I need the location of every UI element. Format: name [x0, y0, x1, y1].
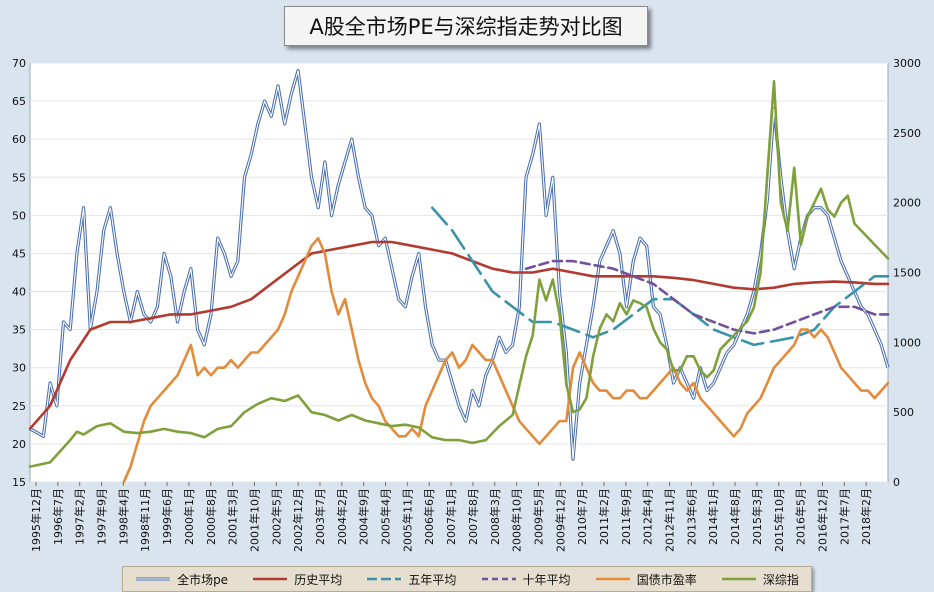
series-line [524, 259, 890, 335]
series-line [430, 206, 890, 347]
x-tick-label: 2003年7月 [313, 488, 327, 545]
x-tick-label: 2005年4月 [379, 488, 393, 545]
y-axis-left: 15 20 25 30 35 40 45 50 55 60 65 70 [12, 57, 26, 489]
x-tick-label: 2014年1月 [706, 488, 720, 545]
y-tick-label: 40 [12, 286, 26, 299]
series-line [28, 79, 890, 468]
x-tick-label: 2015年10月 [772, 488, 786, 552]
y2-tick-label: 0 [893, 476, 900, 489]
x-tick-label: 2002年5月 [269, 488, 283, 545]
legend-item: 深综指 [721, 571, 799, 588]
x-tick-label: 2010年7月 [575, 488, 589, 545]
legend-swatch [367, 577, 402, 581]
x-tick-label: 2016年12月 [815, 488, 829, 552]
y-axis-right: 0 500 1000 1500 2000 2500 3000 [893, 57, 921, 489]
x-tick-label: 1995年12月 [29, 488, 43, 552]
legend-label: 国债市盈率 [636, 572, 697, 587]
x-tick-label: 1998年4月 [116, 488, 130, 545]
x-tick-label: 1997年2月 [73, 488, 87, 545]
legend-label: 历史平均 [294, 572, 343, 587]
y-tick-label: 20 [12, 438, 26, 451]
x-tick-label: 2006年6月 [422, 488, 436, 545]
legend-item: 十年平均 [481, 571, 571, 588]
chart-legend: 全市场pe 历史平均 五年平均 十年平均 国债市盈率 深综指 [122, 566, 812, 592]
x-tick-label: 2017年7月 [837, 488, 851, 545]
y-tick-label: 65 [12, 95, 26, 108]
series-0 [29, 69, 890, 461]
y-tick-label: 50 [12, 209, 26, 222]
y2-tick-label: 3000 [893, 57, 921, 70]
series-3 [524, 259, 890, 335]
y2-tick-label: 500 [893, 406, 914, 419]
legend-swatch [253, 577, 288, 581]
x-tick-label: 2008年10月 [510, 488, 524, 552]
y-tick-label: 30 [12, 362, 26, 375]
x-tick-label: 2011年2月 [597, 488, 611, 545]
x-tick-label: 1999年6月 [160, 488, 174, 545]
y-tick-label: 25 [12, 400, 26, 413]
legend-swatch [721, 577, 756, 581]
chart-title: A股全市场PE与深综指走势对比图 [284, 6, 648, 46]
legend-swatch [136, 577, 171, 581]
x-tick-label: 2014年8月 [728, 488, 742, 545]
x-tick-label: 1996年7月 [51, 488, 65, 545]
series-line [122, 236, 890, 484]
series-1 [28, 240, 890, 430]
y-tick-label: 15 [12, 476, 26, 489]
legend-label: 深综指 [762, 572, 799, 587]
x-tick-label: 2007年1月 [444, 488, 458, 545]
legend-swatch [481, 577, 516, 581]
y-tick-label: 35 [12, 324, 26, 337]
x-tick-label: 2009年12月 [553, 488, 567, 552]
y-tick-label: 45 [12, 247, 26, 260]
x-tick-label: 2004年2月 [335, 488, 349, 545]
legend-item: 国债市盈率 [595, 571, 697, 588]
x-tick-label: 1997年9月 [95, 488, 109, 545]
x-tick-label: 2000年8月 [204, 488, 218, 545]
x-tick-label: 2007年8月 [466, 488, 480, 545]
x-tick-label: 2012年4月 [641, 488, 655, 545]
legend-label: 十年平均 [522, 572, 571, 587]
legend-label: 全市场pe [177, 572, 229, 587]
y2-tick-label: 1000 [893, 336, 921, 349]
x-tick-label: 2008年3月 [488, 488, 502, 545]
grid-lines [30, 62, 888, 483]
legend-item: 历史平均 [252, 571, 342, 588]
x-tick-label: 2018年2月 [859, 488, 873, 545]
series-lines [28, 69, 890, 484]
y-tick-label: 70 [12, 57, 26, 70]
series-5 [28, 79, 890, 468]
series-4 [122, 236, 890, 484]
y-tick-label: 60 [12, 133, 26, 146]
y2-tick-label: 2500 [893, 127, 921, 140]
x-tick-label: 2001年3月 [226, 488, 240, 545]
x-tick-label: 2000年1月 [182, 488, 196, 545]
x-tick-label: 2004年9月 [357, 488, 371, 545]
x-tick-label: 1998年11月 [138, 488, 152, 552]
x-tick-label: 2009年5月 [531, 488, 545, 545]
series-line [28, 240, 890, 430]
legend-swatch [595, 577, 630, 581]
legend-item: 全市场pe [135, 571, 228, 588]
legend-item: 五年平均 [366, 571, 456, 588]
x-tick-label: 2001年10月 [247, 488, 261, 552]
y2-tick-label: 2000 [893, 197, 921, 210]
x-axis: 1995年12月 1996年7月 1997年2月 1997年9月 1998年4月 1998… [29, 482, 873, 552]
legend-label: 五年平均 [408, 572, 457, 587]
x-tick-label: 2002年12月 [291, 488, 305, 552]
y-tick-label: 55 [12, 171, 26, 184]
series-line-inner [29, 70, 889, 460]
x-tick-label: 2015年3月 [750, 488, 764, 545]
x-tick-label: 2012年11月 [663, 488, 677, 552]
x-tick-label: 2016年5月 [794, 488, 808, 545]
y2-tick-label: 1500 [893, 267, 921, 280]
x-tick-label: 2013年6月 [684, 488, 698, 545]
x-tick-label: 2005年11月 [400, 488, 414, 552]
series-2 [430, 206, 890, 347]
x-tick-label: 2011年9月 [619, 488, 633, 545]
